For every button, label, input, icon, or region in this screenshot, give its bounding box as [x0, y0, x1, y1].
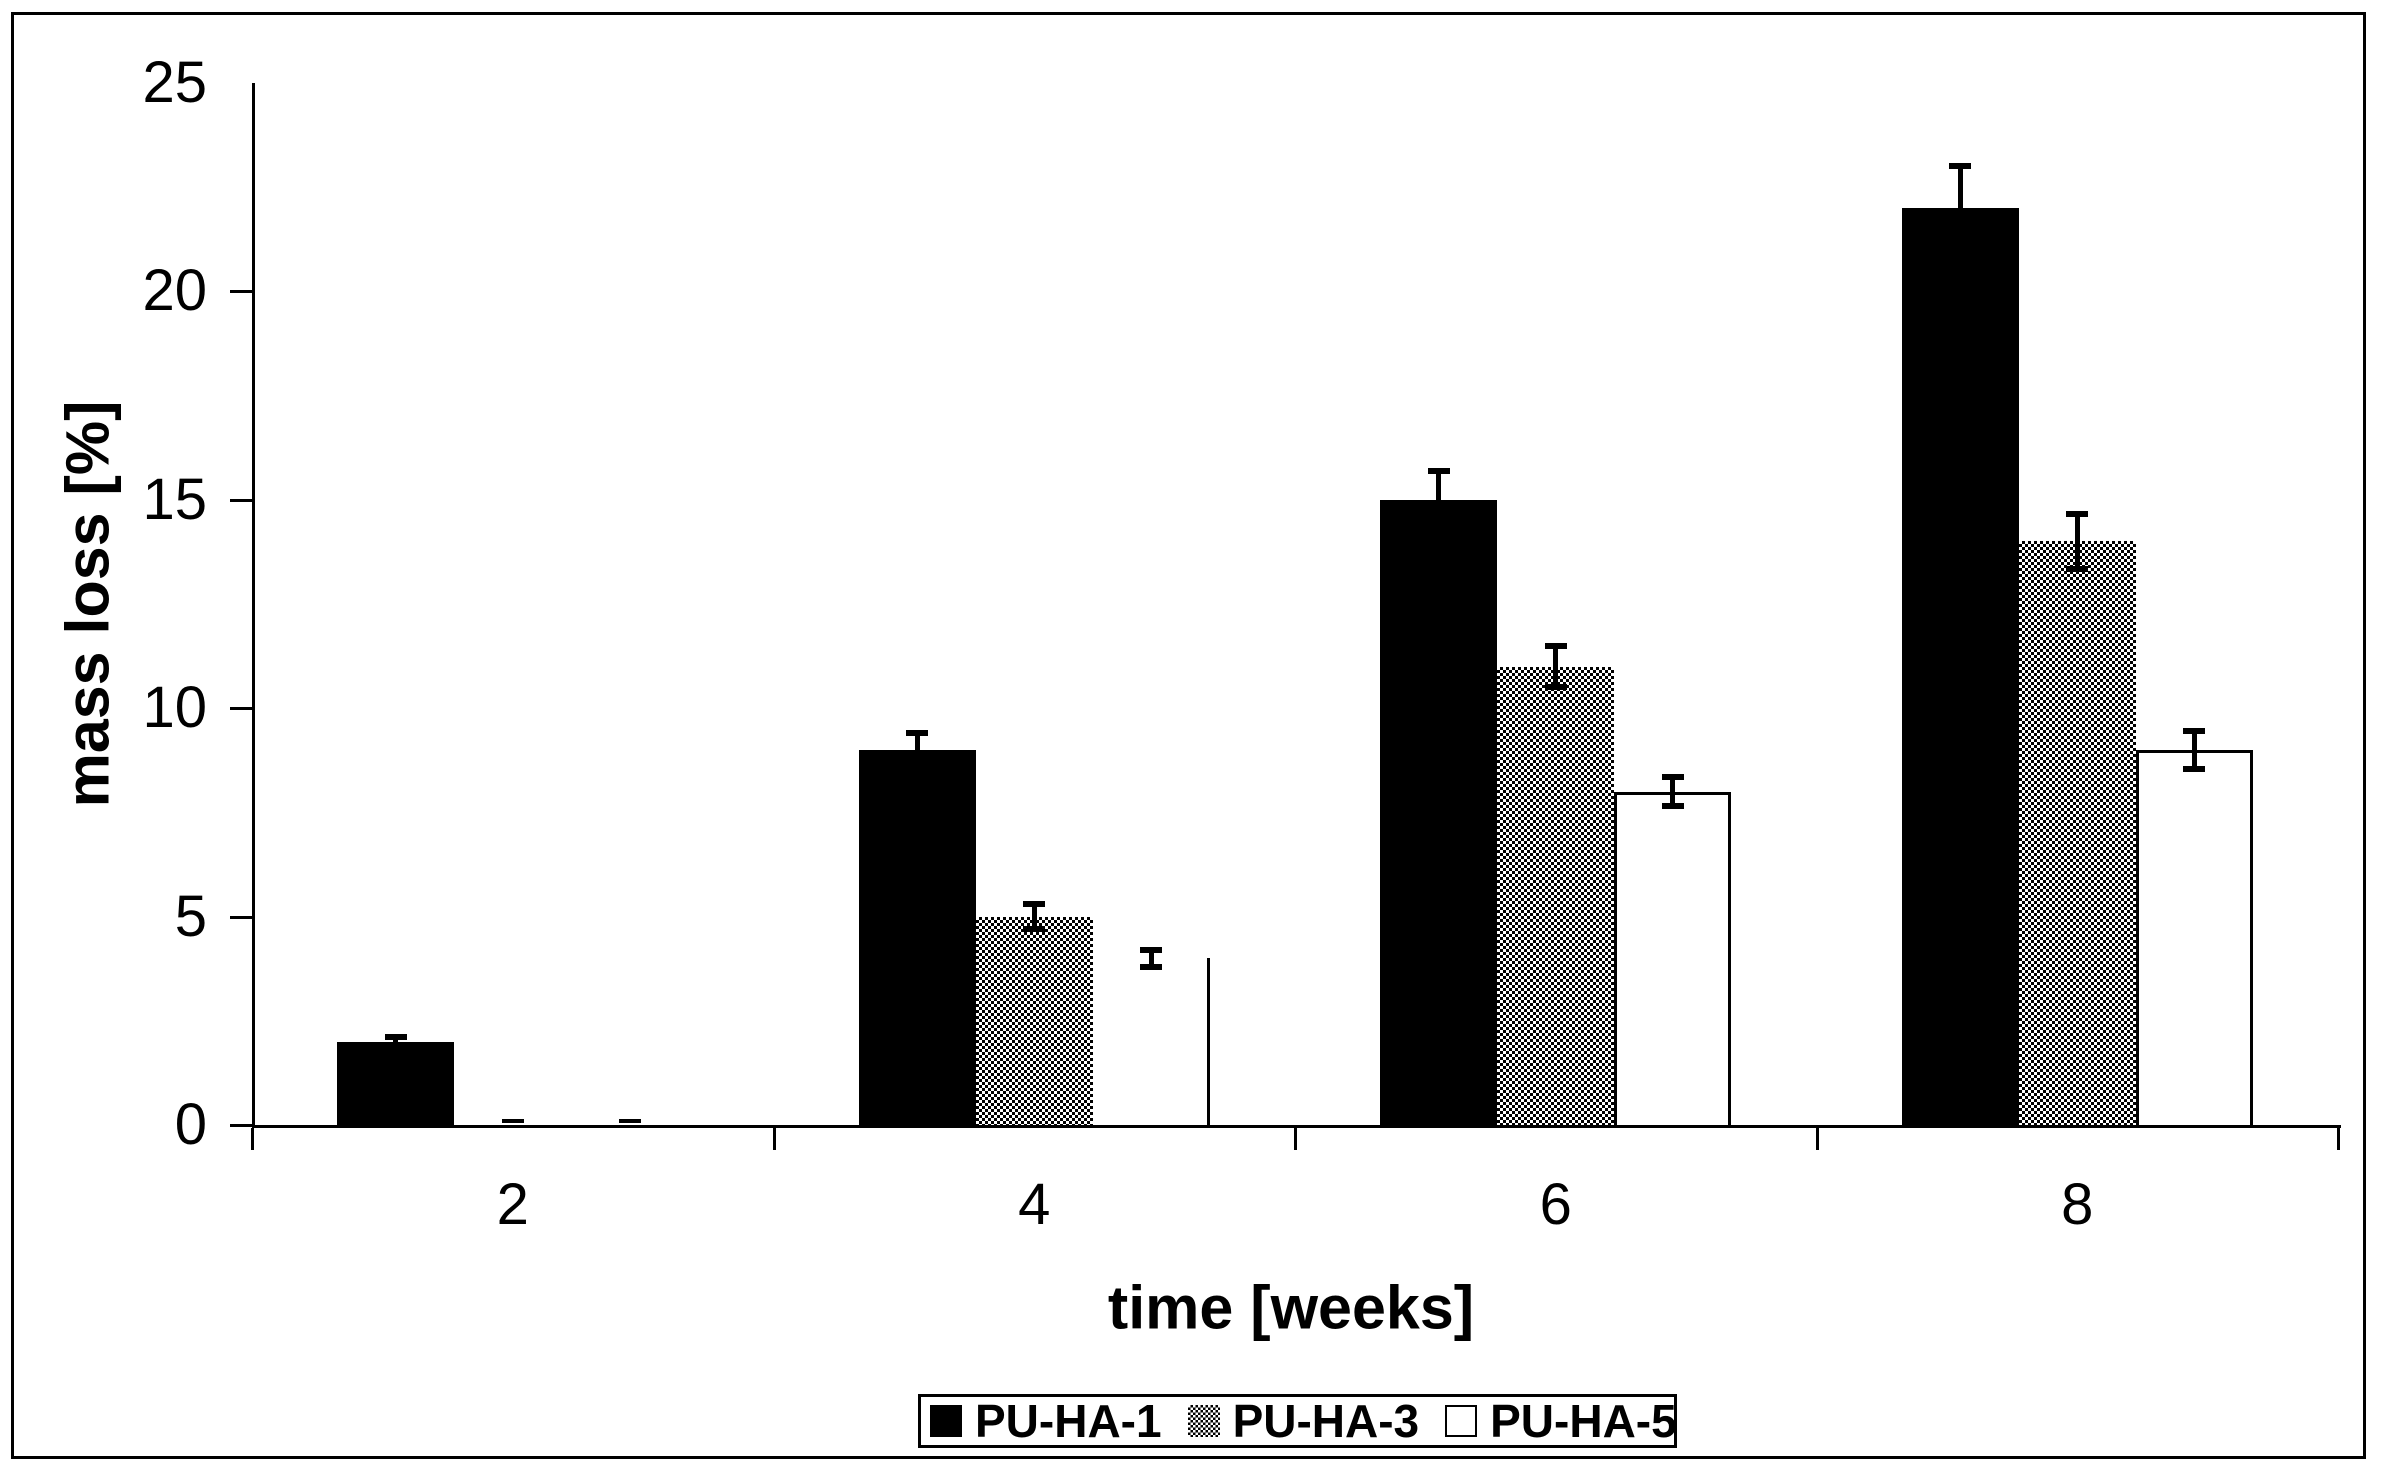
error-bar-pu-ha-5-wk6: [1670, 776, 1676, 807]
x-tick-label: 6: [1539, 1172, 1572, 1237]
bar-pu-ha-5-wk4: [1093, 958, 1210, 1125]
error-cap-top-pu-ha-5-wk6: [1661, 773, 1684, 780]
error-cap-bottom-pu-ha-5-wk6: [1661, 803, 1684, 810]
error-cap-top-pu-ha-1-wk2: [384, 1034, 407, 1041]
y-axis-line: [252, 83, 255, 1128]
legend-item-pu-ha-5: PU-HA-5: [1445, 1398, 1677, 1444]
error-cap-bottom-pu-ha-3-wk8: [2066, 565, 2089, 572]
legend-item-pu-ha-3: PU-HA-3: [1187, 1395, 1420, 1447]
error-bar-pu-ha-1-wk4: [914, 733, 920, 767]
y-tick-label: 20: [142, 258, 207, 324]
x-axis-line: [252, 1125, 2341, 1128]
baseline-dash-pu-ha-5-wk2: [618, 1119, 641, 1123]
y-tick-mark: [230, 915, 252, 919]
y-tick-label: 15: [142, 466, 207, 532]
y-tick-label: 10: [142, 675, 207, 741]
figure-frame: [11, 12, 2366, 1459]
legend-label-pu-ha-1: PU-HA-1: [975, 1395, 1162, 1447]
bar-pu-ha-5-wk8: [2135, 749, 2253, 1128]
error-cap-top-pu-ha-3-wk4: [1023, 901, 1046, 908]
error-bar-pu-ha-1-wk2: [393, 1037, 399, 1046]
y-tick-label: 5: [174, 883, 207, 949]
error-bar-pu-ha-5-wk4: [1148, 949, 1154, 967]
error-bar-pu-ha-3-wk8: [2074, 514, 2080, 569]
x-tick-label: 8: [2061, 1172, 2094, 1237]
bar-pu-ha-3-wk6: [1497, 666, 1615, 1128]
x-tick-mark: [1815, 1128, 1819, 1150]
error-cap-bottom-pu-ha-5-wk8: [2183, 765, 2206, 772]
bar-pu-ha-1-wk6: [1380, 499, 1498, 1128]
error-cap-bottom-pu-ha-3-wk6: [1544, 684, 1567, 691]
y-tick-label: 0: [174, 1092, 207, 1157]
x-tick-label: 2: [496, 1172, 529, 1237]
x-tick-mark: [1294, 1128, 1297, 1150]
legend-box: PU-HA-1 PU-HA-3 PU-HA-5: [918, 1394, 1677, 1448]
bar-pu-ha-1-wk4: [858, 749, 976, 1128]
error-cap-bottom-pu-ha-3-wk4: [1023, 926, 1046, 933]
error-bar-pu-ha-3-wk4: [1031, 904, 1037, 930]
legend-swatch-pu-ha-3: [1187, 1405, 1220, 1437]
y-tick-mark: [230, 498, 252, 502]
x-tick-mark: [251, 1128, 254, 1150]
x-tick-label: 4: [1018, 1172, 1051, 1237]
legend-label-pu-ha-5: PU-HA-5: [1490, 1395, 1677, 1447]
y-tick-mark: [230, 1124, 252, 1127]
legend-swatch-pu-ha-5: [1445, 1405, 1478, 1437]
error-cap-bottom-pu-ha-1-wk4: [906, 763, 929, 770]
error-cap-top-pu-ha-1-wk6: [1427, 467, 1450, 474]
error-cap-top-pu-ha-1-wk8: [1949, 163, 1972, 170]
y-axis-title: mass loss [%]: [53, 400, 122, 808]
legend-item-pu-ha-1: PU-HA-1: [930, 1398, 1162, 1444]
x-tick-mark: [2337, 1128, 2340, 1150]
error-cap-top-pu-ha-3-wk8: [2066, 511, 2089, 518]
error-cap-top-pu-ha-1-wk4: [906, 730, 929, 737]
x-axis-title: time [weeks]: [1107, 1273, 1475, 1342]
bar-pu-ha-1-wk8: [1901, 208, 2019, 1128]
error-cap-bottom-pu-ha-1-wk2: [384, 1042, 407, 1049]
error-cap-bottom-pu-ha-1-wk8: [1949, 246, 1972, 253]
y-tick-mark: [230, 290, 252, 294]
y-tick-mark: [230, 707, 252, 711]
y-tick-label: 25: [142, 50, 207, 115]
error-bar-pu-ha-1-wk6: [1436, 470, 1442, 529]
legend-swatch-pu-ha-1: [930, 1405, 962, 1437]
baseline-dash-pu-ha-3-wk2: [501, 1119, 524, 1123]
legend-label-pu-ha-3: PU-HA-3: [1232, 1395, 1420, 1447]
error-bar-pu-ha-3-wk6: [1553, 645, 1559, 688]
bar-pu-ha-5-wk6: [1614, 791, 1732, 1128]
error-cap-top-pu-ha-3-wk6: [1544, 642, 1567, 649]
error-bar-pu-ha-1-wk8: [1957, 166, 1963, 250]
error-cap-bottom-pu-ha-1-wk6: [1427, 525, 1450, 532]
error-cap-top-pu-ha-5-wk8: [2183, 728, 2206, 735]
bar-pu-ha-3-wk4: [975, 916, 1093, 1128]
x-tick-mark: [772, 1128, 776, 1150]
bar-pu-ha-3-wk8: [2018, 541, 2136, 1128]
error-bar-pu-ha-5-wk8: [2191, 731, 2197, 769]
bar-pu-ha-1-wk2: [337, 1041, 455, 1128]
error-cap-bottom-pu-ha-5-wk4: [1140, 963, 1163, 970]
error-cap-top-pu-ha-5-wk4: [1140, 946, 1163, 953]
